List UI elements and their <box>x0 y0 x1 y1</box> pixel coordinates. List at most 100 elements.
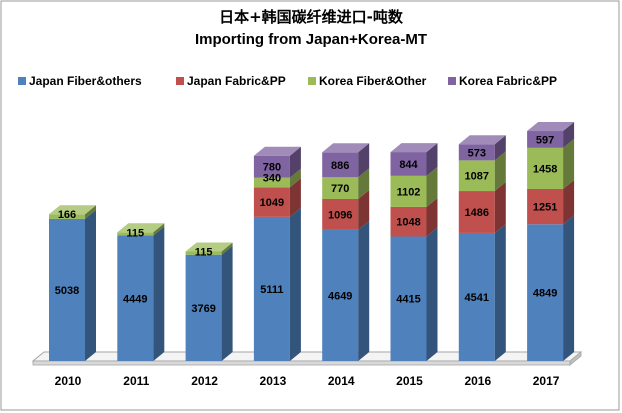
bar-side <box>221 245 233 361</box>
bar-front <box>390 236 427 361</box>
bar-side <box>358 143 370 178</box>
chart-title: 日本+韩国碳纤维进口-吨数 <box>219 8 404 26</box>
bar-side <box>358 168 370 199</box>
bar-front <box>390 206 427 237</box>
data-label: 1458 <box>533 163 557 175</box>
bar-segment <box>527 138 575 189</box>
bar-front <box>185 251 222 255</box>
data-label: 115 <box>195 246 213 258</box>
bar-segment <box>253 207 301 361</box>
bar-front <box>185 254 222 361</box>
data-label: 340 <box>263 173 281 185</box>
data-label: 115 <box>126 227 144 239</box>
bar-front <box>390 175 427 207</box>
data-label: 5038 <box>55 285 79 297</box>
bar-front <box>117 235 154 361</box>
bar-segment <box>117 226 165 361</box>
chart-floor <box>31 351 583 366</box>
data-label: 4415 <box>396 294 420 306</box>
bar-front <box>322 152 359 178</box>
category-labels: 2010 2011 2012 2013 2014 2015 2016 2017 <box>55 374 560 388</box>
bar-segment <box>253 178 301 217</box>
bar-side <box>358 189 370 230</box>
legend-swatch <box>308 77 316 85</box>
bar-top <box>253 146 301 156</box>
category-label: 2011 <box>123 374 149 388</box>
category-label: 2014 <box>328 374 355 388</box>
bar-front <box>527 131 564 148</box>
legend-label: Japan Fiber&others <box>29 74 142 88</box>
bar-top <box>117 223 165 233</box>
bar-side <box>494 151 506 192</box>
bar-side <box>494 182 506 233</box>
bar-top <box>322 143 370 153</box>
bar-segment <box>458 151 506 192</box>
bar-segment <box>458 223 506 361</box>
bar-segment <box>390 227 438 361</box>
bar-segment <box>322 220 370 361</box>
bar-side <box>153 223 165 236</box>
bar-side <box>221 242 233 255</box>
bar-front <box>49 214 85 219</box>
bar-side <box>494 135 506 161</box>
bar-side <box>289 146 301 178</box>
bar-top <box>390 143 438 153</box>
bar-stack: 3769 115 <box>185 242 233 361</box>
bar-segment <box>390 197 438 237</box>
bar-side <box>563 138 575 189</box>
bar-segment <box>253 146 301 178</box>
bar-side <box>426 227 438 361</box>
data-label: 1048 <box>396 217 420 229</box>
bar-segment <box>527 215 575 361</box>
bar-stack: 4849 1251 1458 597 <box>527 122 575 361</box>
bar-front <box>458 160 495 192</box>
bar-front <box>458 232 495 361</box>
category-label: 2012 <box>191 374 218 388</box>
bar-front <box>527 147 564 189</box>
legend-swatch <box>18 77 26 85</box>
bar-side <box>563 122 575 148</box>
bar-front <box>253 155 290 178</box>
bar-front <box>458 144 495 161</box>
bar-segment <box>49 205 96 219</box>
legend-swatch <box>448 77 456 85</box>
data-label: 770 <box>331 183 349 195</box>
data-label: 4541 <box>465 292 489 304</box>
bar-segment <box>253 168 301 188</box>
legend-item: Korea Fabric&PP <box>448 74 557 88</box>
bar-segment <box>322 143 370 178</box>
bar-stack: 4449 115 <box>117 223 165 361</box>
legend-label: Korea Fabric&PP <box>459 74 557 88</box>
bar-top <box>527 122 575 132</box>
bar-side <box>289 168 301 188</box>
bar-side <box>494 223 506 361</box>
bar-front <box>117 232 154 236</box>
bar-front <box>49 218 85 361</box>
legend: Japan Fiber&others Japan Fabric&PP Korea F… <box>18 74 557 88</box>
bar-front <box>527 224 564 361</box>
bar-stack: 4541 1486 1087 573 <box>458 135 506 361</box>
data-label: 573 <box>468 147 486 159</box>
data-label: 5111 <box>260 284 283 296</box>
chart-subtitle: Importing from Japan+Korea-MT <box>195 31 427 48</box>
bar-side <box>358 220 370 361</box>
bar-segment <box>322 168 370 199</box>
bar-segment <box>527 179 575 225</box>
category-label: 2013 <box>260 374 287 388</box>
bar-front <box>322 177 359 199</box>
bar-segment <box>49 209 96 361</box>
bar-front <box>253 216 290 361</box>
bar-segment <box>117 223 165 236</box>
category-label: 2010 <box>55 374 82 388</box>
data-label: 1486 <box>465 207 489 219</box>
category-label: 2017 <box>533 374 560 388</box>
bar-segment <box>527 122 575 148</box>
data-label: 4449 <box>123 293 147 305</box>
data-label: 1049 <box>260 197 284 209</box>
bar-top <box>49 205 96 215</box>
legend-item: Japan Fabric&PP <box>176 74 286 88</box>
